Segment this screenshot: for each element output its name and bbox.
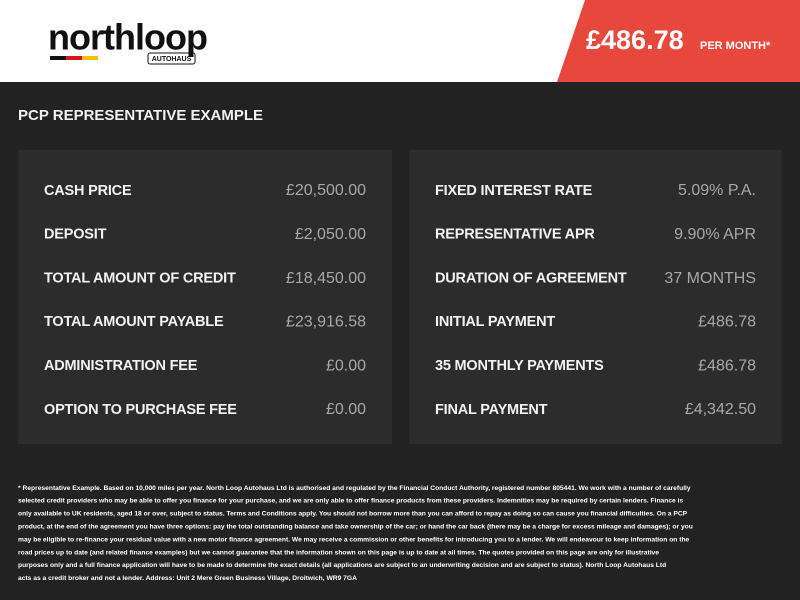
row-value: 9.90% APR	[674, 226, 756, 243]
disclaimer-line: may be eligible to re-finance your resid…	[18, 536, 690, 543]
row-label: DURATION OF AGREEMENT	[435, 270, 627, 286]
panel	[18, 150, 392, 444]
row-label: 35 MONTHLY PAYMENTS	[435, 358, 604, 374]
disclaimer-line: product, at the end of the agreement you…	[18, 523, 693, 530]
disclaimer-line: selected credit providers who may be abl…	[18, 498, 683, 505]
row-value: £4,342.50	[685, 401, 756, 418]
row-value: £20,500.00	[286, 182, 366, 199]
row-label: OPTION TO PURCHASE FEE	[44, 402, 237, 418]
disclaimer-line: only available to UK residents, aged 18 …	[18, 511, 688, 518]
row-label: CASH PRICE	[44, 183, 132, 199]
disclaimer-line: purposes only and a full finance applica…	[18, 562, 666, 569]
logo-badge	[147, 52, 196, 65]
row-value: £2,050.00	[295, 226, 366, 243]
disclaimer-line: acts as a credit broker and not a lender…	[18, 575, 357, 582]
row-label: TOTAL AMOUNT PAYABLE	[44, 314, 224, 330]
row-value: £486.78	[698, 314, 756, 331]
logo: northloop	[48, 17, 207, 58]
row-value: £486.78	[698, 357, 756, 374]
flag-black	[50, 56, 66, 60]
panel	[409, 150, 782, 444]
panels: CASH PRICE £20,500.00 DEPOSIT £2,050.00 TOTA…	[18, 150, 782, 444]
row-value: £0.00	[326, 401, 366, 418]
row-label: REPRESENTATIVE APR	[435, 227, 595, 243]
row-value: £23,916.58	[286, 314, 366, 331]
row-label: FINAL PAYMENT	[435, 402, 548, 418]
price: £486.78	[586, 25, 684, 55]
disclaimer-line: road prices up to date (and related fina…	[18, 549, 659, 556]
disclaimer-line: * Representative Example. Based on 10,00…	[18, 485, 691, 492]
price-box	[557, 0, 800, 82]
row-value: £18,450.00	[286, 270, 366, 287]
row-value: 37 MONTHS	[664, 270, 756, 287]
row-label: FIXED INTEREST RATE	[435, 183, 593, 199]
row-value: 5.09% P.A.	[678, 182, 756, 199]
flag-gold	[82, 56, 98, 60]
logo-sub: AUTOHAUS	[152, 56, 192, 63]
row-label: TOTAL AMOUNT OF CREDIT	[44, 270, 236, 286]
row-label: DEPOSIT	[44, 227, 107, 243]
disclaimer: * Representative Example. Based on 10,00…	[18, 485, 693, 582]
section-title: PCP REPRESENTATIVE EXAMPLE	[18, 107, 263, 124]
row-value: £0.00	[326, 357, 366, 374]
row-label: ADMINISTRATION FEE	[44, 358, 198, 374]
row-label: INITIAL PAYMENT	[435, 314, 555, 330]
flag-red	[66, 56, 82, 60]
price-suffix: PER MONTH*	[700, 40, 771, 52]
